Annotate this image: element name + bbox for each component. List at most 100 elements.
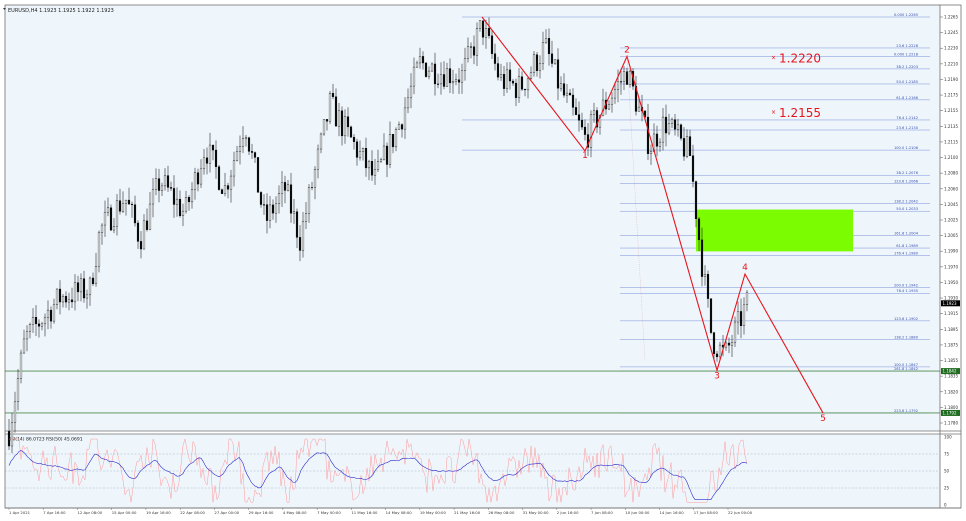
- candle-body: [451, 81, 455, 84]
- target-zone[interactable]: [696, 209, 853, 252]
- price-tick-label: 1.2135: [944, 124, 958, 129]
- fib-label: 223.6 1.1792: [894, 409, 918, 413]
- candle-body: [694, 181, 698, 220]
- candle-body: [535, 54, 539, 71]
- rsi-fast-line: [9, 438, 748, 503]
- candle-body: [709, 298, 713, 333]
- candle-body: [121, 203, 125, 212]
- rsi-slow-line: [8, 450, 748, 500]
- wave-label-4: 4: [742, 263, 748, 273]
- candle-body: [478, 20, 482, 29]
- price-tick-label: 1.2230: [944, 46, 958, 51]
- candle-body: [19, 352, 23, 379]
- fib-label: 123.6 1.1902: [894, 317, 918, 321]
- candle-body: [424, 62, 428, 77]
- candle-body: [493, 53, 497, 64]
- fib-label: 23.6 1.2130: [896, 126, 918, 130]
- candle-body: [259, 192, 263, 205]
- price-tick-label: 1.2045: [944, 202, 958, 207]
- candle-body: [352, 137, 356, 142]
- candle-body: [667, 123, 671, 134]
- price-tick-label: 1.2245: [944, 30, 958, 35]
- candle-body: [277, 193, 281, 205]
- candle-body: [361, 148, 365, 152]
- candle-body: [73, 282, 77, 303]
- candle-body: [664, 116, 668, 134]
- candle-body: [646, 116, 650, 154]
- candle-body: [517, 76, 521, 98]
- candle-body: [247, 137, 251, 152]
- candle-body: [85, 294, 89, 299]
- price-axis[interactable]: [940, 5, 961, 508]
- candle-body: [544, 38, 548, 43]
- indicator-title: RSI(14) 86.0723 RSI(50) 45.0691: [8, 437, 83, 443]
- indicator-tick-label: 75: [944, 452, 950, 457]
- fib-label: 161.8 1.2004: [894, 231, 919, 235]
- price-tick-label: 1.2265: [944, 15, 958, 20]
- candle-body: [463, 58, 467, 71]
- candle-body: [364, 148, 368, 169]
- current-price-tag: [941, 300, 960, 307]
- menu-triangle-icon[interactable]: [3, 8, 6, 10]
- candle-body: [97, 232, 101, 267]
- candle-body: [718, 344, 722, 358]
- price-tick-label: 1.2005: [944, 233, 958, 238]
- candle-body: [388, 134, 392, 165]
- candle-body: [202, 157, 206, 170]
- candle-body: [577, 114, 581, 121]
- wave-label-2: 2: [624, 45, 630, 55]
- time-tick-label: 4 May 08:00: [283, 510, 307, 515]
- support-price-tag: [941, 409, 960, 416]
- time-tick-label: 26 May 08:00: [488, 510, 515, 515]
- candle-body: [370, 161, 374, 176]
- candle-body: [385, 145, 389, 165]
- candle-body: [25, 331, 29, 340]
- candle-body: [226, 185, 230, 190]
- candle-body: [217, 166, 221, 190]
- candle-body: [658, 141, 662, 147]
- horizontal-levels[interactable]: 1.1842 1.1792 1.1923: [5, 300, 960, 416]
- green-zone-rect: [696, 209, 853, 252]
- fibonacci-levels[interactable]: 0.000 1.2265 23.6 1.2228 0.000 1.2218 38.2 …: [462, 13, 930, 414]
- candle-body: [460, 70, 464, 83]
- candle-body: [580, 120, 584, 128]
- candle-body: [523, 89, 527, 91]
- indicator-tick-label: 50: [944, 469, 950, 474]
- candle-body: [328, 93, 332, 122]
- candle-body: [340, 110, 344, 137]
- candle-body: [403, 107, 407, 130]
- candle-body: [382, 145, 386, 160]
- price-tick-label: 1.1855: [944, 358, 958, 363]
- candle-body: [184, 197, 188, 212]
- candle-body: [706, 273, 710, 299]
- time-tick-label: 22 Apr 08:00: [180, 510, 205, 515]
- fib-label: 100.0 1.2106: [894, 146, 919, 150]
- candle-body: [484, 28, 488, 38]
- candle-body: [397, 124, 401, 130]
- fib-label: 0.000 1.2265: [894, 13, 918, 17]
- candle-body: [481, 20, 485, 38]
- time-tick-label: 7 Jun 08:00: [591, 510, 613, 515]
- candle-body: [130, 203, 134, 205]
- candle-body: [541, 42, 545, 64]
- candle-body: [739, 311, 743, 327]
- time-tick-label: 15 Apr 00:00: [112, 510, 137, 515]
- candle-body: [163, 175, 167, 187]
- time-tick-label: 19 May 00:00: [420, 510, 447, 515]
- candle-body: [589, 114, 593, 148]
- candle-body: [181, 210, 185, 217]
- price-tick-label: 1.2080: [944, 171, 958, 176]
- candle-body: [124, 199, 128, 204]
- time-tick-label: 31 May 00:00: [523, 510, 550, 515]
- candle-body: [349, 126, 353, 138]
- candle-body: [193, 172, 197, 190]
- candle-body: [376, 161, 380, 170]
- price-tick-label: 1.1780: [944, 421, 958, 426]
- candle-body: [724, 342, 728, 348]
- candle-body: [313, 169, 317, 188]
- candle-body: [199, 168, 203, 185]
- candle-body: [7, 431, 11, 447]
- elliott-waves[interactable]: 1 2 3 4 5: [481, 16, 826, 424]
- candle-body: [76, 282, 80, 293]
